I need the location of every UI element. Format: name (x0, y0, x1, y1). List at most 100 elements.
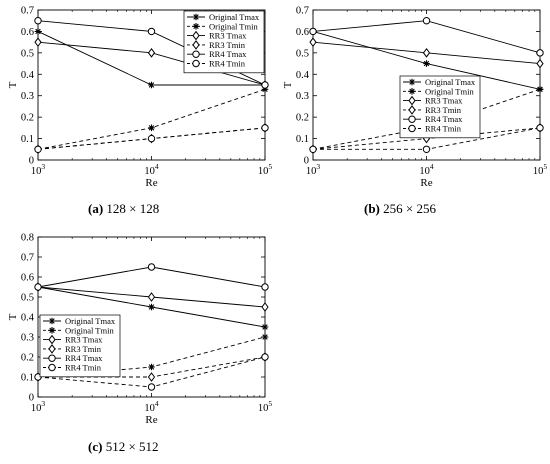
data-point-c-4-1 (147, 263, 156, 271)
y-tick-label-a-3: 0.3 (21, 91, 34, 102)
legend-marker-b-5 (408, 124, 416, 133)
legend-marker-c-1 (48, 327, 56, 334)
data-point-a-2-0 (34, 37, 42, 47)
data-point-a-4-0 (34, 17, 42, 25)
data-point-c-2-1 (147, 292, 156, 302)
x-tick-label-c-2: 105 (258, 399, 273, 414)
legend-marker-c-3 (48, 344, 56, 354)
legend-marker-a-5 (192, 59, 200, 68)
legend-label-c-2: RR3 Tmax (65, 335, 103, 345)
data-point-a-1-1 (148, 124, 155, 132)
chart-a: 0 0.1 0.2 0.3 0.4 0.5 0.6 0.7 103 104 105 Re T Origin… (7, 6, 273, 190)
legend-label-b-2: RR3 Tmax (425, 96, 463, 106)
x-tick-label-b-1: 104 (419, 162, 434, 177)
chart-c: 0 0.1 0.2 0.3 0.4 0.5 0.6 0.7 0.8 103 104 105 Re T Ori… (7, 233, 273, 427)
legend-label-a-1: Original Tmin (209, 21, 258, 31)
y-tick-label-a-7: 0.7 (21, 6, 34, 17)
data-point-b-5-0 (309, 145, 317, 153)
y-tick-label-a-5: 0.5 (21, 48, 34, 59)
legend-marker-b-2 (408, 95, 416, 106)
data-point-c-5-1 (147, 383, 156, 391)
data-point-a-5-2 (261, 124, 269, 132)
data-point-b-1-2 (536, 85, 544, 93)
y-tick-label-b-6: 0.6 (296, 27, 309, 38)
data-point-c-1-2 (261, 333, 269, 341)
caption-b-letter: (b) (364, 201, 380, 216)
y-tick-label-c-3: 0.3 (21, 333, 34, 344)
data-point-a-4-2 (261, 81, 269, 89)
caption-a: (a) 128 × 128 (88, 201, 159, 217)
data-point-c-2-2 (261, 302, 269, 312)
data-point-b-2-1 (422, 48, 431, 58)
legend-marker-b-4 (408, 115, 416, 123)
y-tick-label-b-3: 0.3 (296, 91, 309, 102)
data-point-b-4-2 (536, 49, 544, 57)
series-a-5 (34, 124, 269, 153)
y-tick-label-b-2: 0.2 (296, 113, 309, 124)
caption-a-letter: (a) (88, 201, 104, 216)
data-point-b-4-0 (309, 27, 317, 36)
data-point-c-0-2 (261, 323, 269, 331)
x-tick-label-b-0: 103 (306, 162, 321, 177)
legend-marker-b-3 (408, 105, 416, 115)
y-tick-label-b-4: 0.4 (296, 70, 310, 81)
x-tick-label-c-1: 104 (144, 399, 159, 414)
legend-marker-a-3 (192, 40, 200, 50)
data-point-c-3-1 (147, 372, 156, 382)
legend-label-a-3: RR3 Tmin (209, 40, 246, 50)
legend-marker-a-4 (192, 50, 200, 58)
legend-marker-c-0 (48, 317, 56, 325)
x-axis-label-a: Re (145, 177, 157, 189)
caption-c-text: 512 × 512 (105, 439, 159, 454)
y-tick-label-a-1: 0.1 (21, 134, 34, 145)
y-tick-label-c-2: 0.2 (21, 353, 34, 364)
legend-marker-b-0 (408, 78, 416, 86)
data-point-c-5-2 (261, 353, 269, 361)
data-point-a-5-0 (34, 145, 42, 153)
y-tick-label-c-1: 0.1 (21, 373, 34, 384)
series-c-4 (34, 263, 269, 291)
data-point-b-4-1 (422, 17, 431, 25)
y-tick-label-c-5: 0.5 (21, 293, 34, 304)
series-b-2 (309, 37, 544, 69)
legend-label-b-3: RR3 Tmin (425, 105, 462, 115)
chart-b: 0 0.1 0.2 0.3 0.4 0.5 0.6 0.7 103 104 105 Re T Origin… (282, 6, 548, 190)
x-tick-label-a-0: 103 (31, 162, 46, 177)
caption-b-text: 256 × 256 (383, 201, 436, 216)
data-point-c-1-1 (148, 363, 155, 371)
legend-label-c-5: RR4 Tmin (65, 363, 102, 373)
data-point-b-5-1 (422, 145, 431, 153)
x-tick-label-b-2: 105 (533, 162, 548, 177)
legend-label-c-1: Original Tmin (65, 325, 114, 335)
x-axis-label-c: Re (145, 414, 157, 426)
legend-label-b-5: RR4 Tmin (425, 124, 462, 134)
legend-marker-a-2 (192, 30, 200, 41)
y-tick-label-b-7: 0.7 (296, 6, 309, 17)
data-point-a-2-1 (147, 48, 156, 58)
data-point-a-0-1 (148, 81, 155, 89)
legend-label-a-2: RR3 Tmax (209, 31, 247, 41)
legend-marker-c-4 (48, 354, 56, 362)
series-c-2 (34, 282, 269, 312)
y-tick-label-c-4: 0.4 (21, 313, 35, 324)
legend-label-a-5: RR4 Tmin (209, 59, 246, 69)
y-tick-label-b-1: 0.1 (296, 134, 309, 145)
data-point-a-5-1 (147, 134, 156, 143)
y-axis-label-c: T (7, 313, 19, 320)
chart-panel-b: 0 0.1 0.2 0.3 0.4 0.5 0.6 0.7 103 104 105 Re T Origin… (275, 0, 550, 225)
y-tick-label-c-6: 0.6 (21, 273, 34, 284)
y-tick-label-c-0: 0 (29, 393, 34, 404)
chart-panel-c: 0 0.1 0.2 0.3 0.4 0.5 0.6 0.7 0.8 103 104 105 Re T Ori… (0, 228, 275, 464)
data-point-a-0-0 (34, 28, 42, 35)
y-tick-label-a-6: 0.6 (21, 27, 34, 38)
legend-label-c-0: Original Tmax (65, 316, 116, 326)
data-point-c-4-0 (34, 283, 42, 291)
series-b-5 (309, 124, 544, 153)
legend-marker-a-0 (192, 13, 200, 21)
x-tick-label-a-2: 105 (258, 162, 273, 177)
legend-label-b-4: RR4 Tmax (425, 114, 463, 124)
x-tick-label-c-0: 103 (31, 399, 46, 414)
